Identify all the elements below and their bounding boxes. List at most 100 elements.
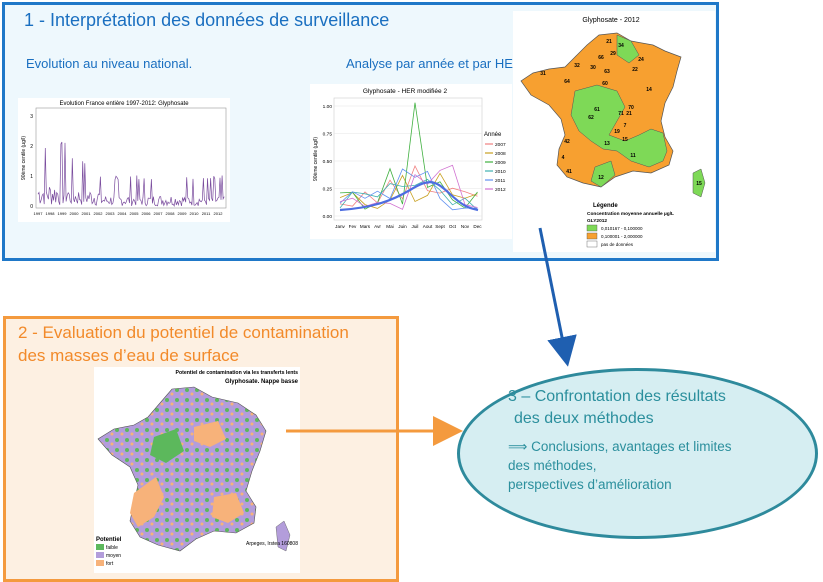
- map1-region-label: 71: [618, 111, 624, 117]
- map1-region-label: 29: [610, 51, 616, 57]
- arrow-to-confrontation-from-monitoring: [538, 227, 577, 367]
- chart2-ytick: 1.00: [323, 104, 333, 110]
- chart1-xtick: 2008: [166, 211, 176, 216]
- chart1-series-line: [37, 141, 225, 208]
- chart1-ytick: 0: [30, 204, 33, 210]
- chart1-xtick: 2010: [190, 211, 200, 216]
- chart1-xtick: 1998: [46, 211, 56, 216]
- chart1-title: Evolution France entière 1997-2012: Glyp…: [59, 101, 189, 107]
- map1-region-label: 63: [604, 69, 610, 75]
- confrontation-title: 3 – Confrontation des résultats des deux…: [508, 386, 726, 430]
- map1-region-label: 34: [618, 43, 624, 49]
- map1-legend-swatch-high: [586, 232, 598, 240]
- chart1-ylabel: 90ème centile (µg/l): [21, 136, 27, 180]
- map1-legend-sub2: GLY2012: [587, 218, 607, 224]
- chart2-ytick: 0.75: [323, 132, 333, 138]
- map2-southeast-fort: [212, 493, 244, 523]
- glyphosate-2012-map: Glyphosate - 2012 21 34 29 66 30 32 63 22 24 31 64…: [513, 11, 715, 252]
- map1-region-label: 11: [630, 153, 636, 159]
- map2-corsica: [275, 520, 291, 552]
- chart1-xticks: 1997 1998 1999 2000 2001 2002 2003 2004 2005 2006…: [34, 211, 224, 216]
- map1-region-label: 4: [562, 155, 565, 161]
- map2-credit: Arpeges, Irstea 160808: [246, 541, 298, 547]
- chart1-xtick: 2003: [106, 211, 116, 216]
- map1-region-label: 64: [564, 79, 570, 85]
- contamination-potential-map-svg: Potentiel de contamination via les trans…: [96, 370, 299, 567]
- chart2-xtick: Fev: [349, 224, 357, 229]
- map1-region-label: 21: [606, 39, 612, 45]
- map1-france-low: [570, 84, 668, 168]
- confrontation-ellipse: [457, 368, 818, 539]
- chart2-xtick: Sept: [435, 224, 445, 229]
- confrontation-title-line1: 3 – Confrontation des résultats: [508, 388, 726, 405]
- map1-region-label: 30: [590, 65, 596, 71]
- map2-southwest-fort: [130, 477, 164, 527]
- map1-region-label: 14: [646, 87, 652, 93]
- contamination-potential-map: Potentiel de contamination via les trans…: [94, 367, 300, 573]
- map1-legend-swatch-none: [586, 240, 598, 248]
- map1-region-label: 62: [588, 115, 594, 121]
- map1-legend-swatch-low: [586, 224, 598, 232]
- chart1-xtick: 2005: [130, 211, 140, 216]
- confrontation-body: ⟹ Conclusions, avantages et limites des …: [508, 437, 731, 494]
- chart2-series-line: [339, 165, 478, 207]
- map1-region-label: 24: [638, 57, 644, 63]
- chart1-xtick: 2004: [118, 211, 128, 216]
- map2-title-line2: Glyphosate. Nappe basse: [225, 379, 299, 385]
- contamination-title-line2: des masses d’eau de surface: [18, 346, 240, 365]
- year-her-analysis-label: Analyse par année et par HER: [346, 56, 523, 71]
- map1-legend-title: Légende: [593, 203, 618, 209]
- map1-region-label: 19: [614, 129, 620, 135]
- chart1-xtick: 2011: [202, 211, 211, 216]
- chart2-yticks: 0.00 0.25 0.50 0.75 1.00: [323, 104, 333, 220]
- chart2-series-line: [339, 178, 478, 211]
- monitoring-box-title: 1 - Interprétation des données de survei…: [24, 10, 390, 30]
- chart2-legend-item: 2012: [495, 187, 506, 193]
- perspectives-text: perspectives d’amélioration: [508, 477, 672, 492]
- chart2-xtick: Aout: [423, 224, 433, 229]
- chart2-legend-item: 2011: [495, 178, 506, 184]
- map2-legend-swatch-faible: [96, 544, 104, 550]
- map2-legend-swatch-fort: [96, 560, 104, 566]
- map1-region-label: 60: [602, 81, 608, 87]
- chart1-xtick: 2006: [142, 211, 152, 216]
- map2-west-faible: [150, 429, 184, 463]
- chart2-title: Glyphosate - HER modifiée 2: [363, 88, 448, 95]
- chart2-xtick: Janv: [335, 224, 345, 229]
- chart2-xtick: Nov: [461, 224, 470, 229]
- chart2-legend: 2007 2008 2009 2010 2011 2012: [485, 142, 506, 193]
- map2-legend-item-fort: fort: [106, 561, 114, 567]
- map1-region-label: 31: [540, 71, 546, 77]
- chart2-series-line: [339, 172, 478, 209]
- methods-text: des méthodes,: [508, 458, 597, 473]
- chart1-xtick: 2009: [178, 211, 188, 216]
- chart2-xtick: Juin: [398, 224, 407, 229]
- chart1-xtick: 2001: [82, 211, 92, 216]
- map1-region-label: 22: [632, 67, 638, 73]
- chart2-xtick: Dec: [473, 224, 482, 229]
- chart1-xtick: 1999: [58, 211, 68, 216]
- chart1-xtick: 1997: [34, 211, 44, 216]
- map1-region-label: 15: [622, 137, 628, 143]
- chart2-legend-title: Année: [484, 132, 502, 138]
- national-evolution-label: Evolution au niveau national.: [26, 56, 193, 71]
- map2-legend-item-moyen: moyen: [106, 553, 121, 559]
- conclusions-text: Conclusions, avantages et limites: [531, 439, 732, 454]
- chart2-legend-item: 2007: [495, 142, 506, 148]
- map1-region-label: 13: [604, 141, 610, 147]
- map1-region-label: 41: [566, 169, 572, 175]
- map1-region-label: 32: [574, 63, 580, 69]
- chart2-xtick: Juil: [412, 224, 419, 229]
- national-evolution-chart: Evolution France entière 1997-2012: Glyp…: [18, 98, 230, 222]
- map1-region-label: 66: [598, 55, 604, 61]
- chart2-xtick: Oct: [449, 224, 457, 229]
- chart1-ytick: 1: [30, 174, 33, 180]
- map2-title-line1: Potentiel de contamination via les trans…: [175, 370, 298, 376]
- chart2-xtick: Mai: [386, 224, 393, 229]
- chart2-xtick: Mars: [360, 224, 371, 229]
- map2-legend-title: Potentiel: [96, 537, 122, 543]
- map1-region-label: 70: [628, 105, 634, 111]
